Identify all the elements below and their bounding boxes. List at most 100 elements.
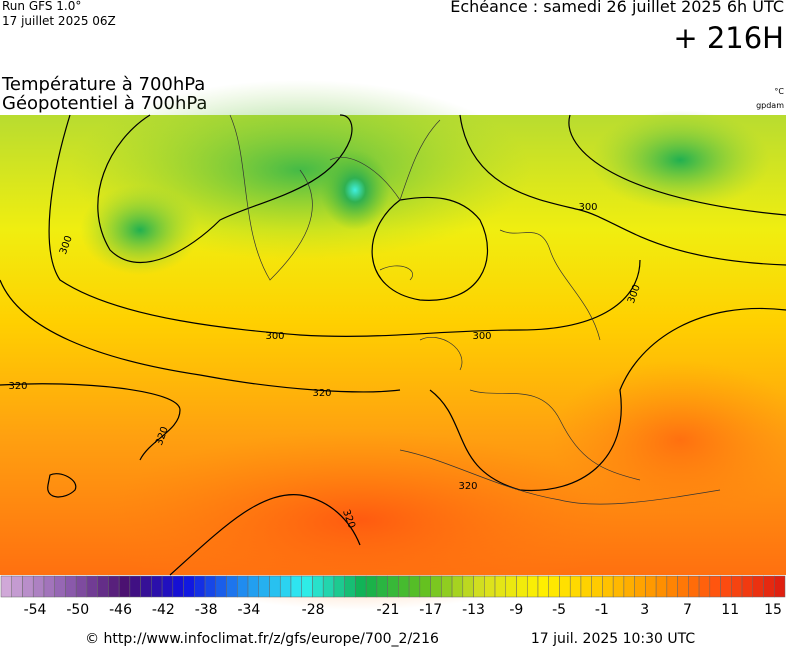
colorbar-label: -5 xyxy=(552,602,566,618)
contour-label: 320 xyxy=(458,481,477,492)
colorbar-swatch xyxy=(537,575,549,598)
colorbar-swatch xyxy=(655,575,668,598)
colorbar-swatch xyxy=(129,575,141,598)
colorbar-swatch xyxy=(97,575,109,598)
colorbar-swatch xyxy=(763,575,775,598)
contour xyxy=(48,114,641,337)
colorbar: -54 -50 -46 -42 -38 -34 -28 -21 -17 -13 -9 -5 -1 3 7 11… xyxy=(0,575,786,618)
colorbar-swatch xyxy=(494,575,507,598)
colorbar-swatch xyxy=(355,575,367,598)
colorbar-swatch xyxy=(65,575,77,598)
contour-label: 300 xyxy=(265,331,284,342)
colorbar-swatch xyxy=(752,575,764,598)
colorbar-swatch xyxy=(215,575,227,598)
colorbar-swatch xyxy=(269,575,281,598)
colorbar-swatch xyxy=(580,575,592,598)
colorbar-swatch xyxy=(118,575,131,598)
colorbar-swatch xyxy=(516,575,528,598)
colorbar-swatch xyxy=(194,575,206,598)
colorbar-swatch xyxy=(666,575,678,598)
colorbar-swatch xyxy=(32,575,45,598)
contours xyxy=(0,114,786,576)
colorbar-swatch xyxy=(398,575,410,598)
colorbar-swatch xyxy=(591,575,603,598)
colorbar-swatch xyxy=(204,575,217,598)
contour xyxy=(429,307,786,492)
colorbar-label: 15 xyxy=(764,602,782,618)
warm-area xyxy=(550,360,786,520)
colorbar-label: 3 xyxy=(640,602,649,618)
coastline xyxy=(229,114,721,505)
colorbar-swatch xyxy=(569,575,582,598)
colorbar-swatch xyxy=(0,575,12,598)
lead-time: + 216H xyxy=(673,21,784,55)
colorbar-swatch xyxy=(172,575,184,598)
colorbar-swatch xyxy=(344,575,356,598)
colorbar-swatch xyxy=(408,575,421,598)
colorbar-swatch xyxy=(301,575,313,598)
colorbar-swatch xyxy=(677,575,689,598)
colorbar-swatch xyxy=(462,575,474,598)
title-temp: Température à 700hPa xyxy=(1,74,205,95)
colorbar-label: -17 xyxy=(419,602,442,618)
colorbar-swatch xyxy=(559,575,571,598)
contour xyxy=(371,196,489,301)
colorbar-label: -50 xyxy=(66,602,89,618)
colorbar-label: -9 xyxy=(509,602,523,618)
colorbar-swatch xyxy=(526,575,539,598)
colorbar-swatch xyxy=(43,575,55,598)
colorbar-label: -46 xyxy=(109,602,132,618)
cold-area xyxy=(80,185,200,275)
cold-core xyxy=(320,150,390,230)
colorbar-swatch xyxy=(387,575,399,598)
colorbar-label: -21 xyxy=(377,602,400,618)
colorbar-swatch xyxy=(441,575,453,598)
colorbar-swatch xyxy=(11,575,23,598)
colorbar-swatch xyxy=(365,575,378,598)
colorbar-label: -1 xyxy=(595,602,609,618)
colorbar-swatch xyxy=(602,575,614,598)
colorbar-label: -38 xyxy=(195,602,218,618)
colorbar-swatch xyxy=(258,575,270,598)
colorbar-swatch xyxy=(54,575,66,598)
colorbar-label: -42 xyxy=(152,602,175,618)
colorbar-swatch xyxy=(645,575,657,598)
contour xyxy=(459,114,786,266)
colorbar-swatch xyxy=(473,575,485,598)
colorbar-swatch xyxy=(451,575,464,598)
run-date: 17 juillet 2025 06Z xyxy=(2,14,116,28)
contour-label: 320 xyxy=(312,388,331,399)
colorbar-swatch xyxy=(634,575,646,598)
contour xyxy=(568,114,786,216)
colorbar-label: -28 xyxy=(302,602,325,618)
colorbar-swatch xyxy=(161,575,174,598)
colorbar-swatch xyxy=(688,575,700,598)
colorbar-swatch xyxy=(237,575,249,598)
colorbar-label: 11 xyxy=(721,602,739,618)
timestamp: 17 juil. 2025 10:30 UTC xyxy=(531,631,696,647)
run: Run GFS 1.0° xyxy=(2,0,81,13)
contour-label: 300 xyxy=(578,202,597,213)
colorbar-swatch xyxy=(322,575,335,598)
contour xyxy=(47,473,77,498)
unit-temp: °C xyxy=(774,87,784,96)
coastlines xyxy=(229,114,721,505)
contour xyxy=(97,114,353,263)
colorbar-swatch xyxy=(333,575,345,598)
colorbar-label: -54 xyxy=(24,602,47,618)
colorbar-swatch xyxy=(376,575,388,598)
colorbar-label: -13 xyxy=(462,602,485,618)
colorbar-swatch xyxy=(709,575,721,598)
colorbar-swatch xyxy=(183,575,195,598)
contour-label: 320 xyxy=(8,381,27,392)
colorbar-swatch xyxy=(140,575,152,598)
colorbar-swatch xyxy=(22,575,34,598)
colorbar-swatch xyxy=(698,575,711,598)
colorbar-swatch xyxy=(247,575,260,598)
colorbar-label: 7 xyxy=(683,602,692,618)
colorbar-swatch xyxy=(108,575,120,598)
colorbar-swatch xyxy=(151,575,163,598)
colorbar-swatch xyxy=(86,575,98,598)
warm-area xyxy=(100,430,620,610)
